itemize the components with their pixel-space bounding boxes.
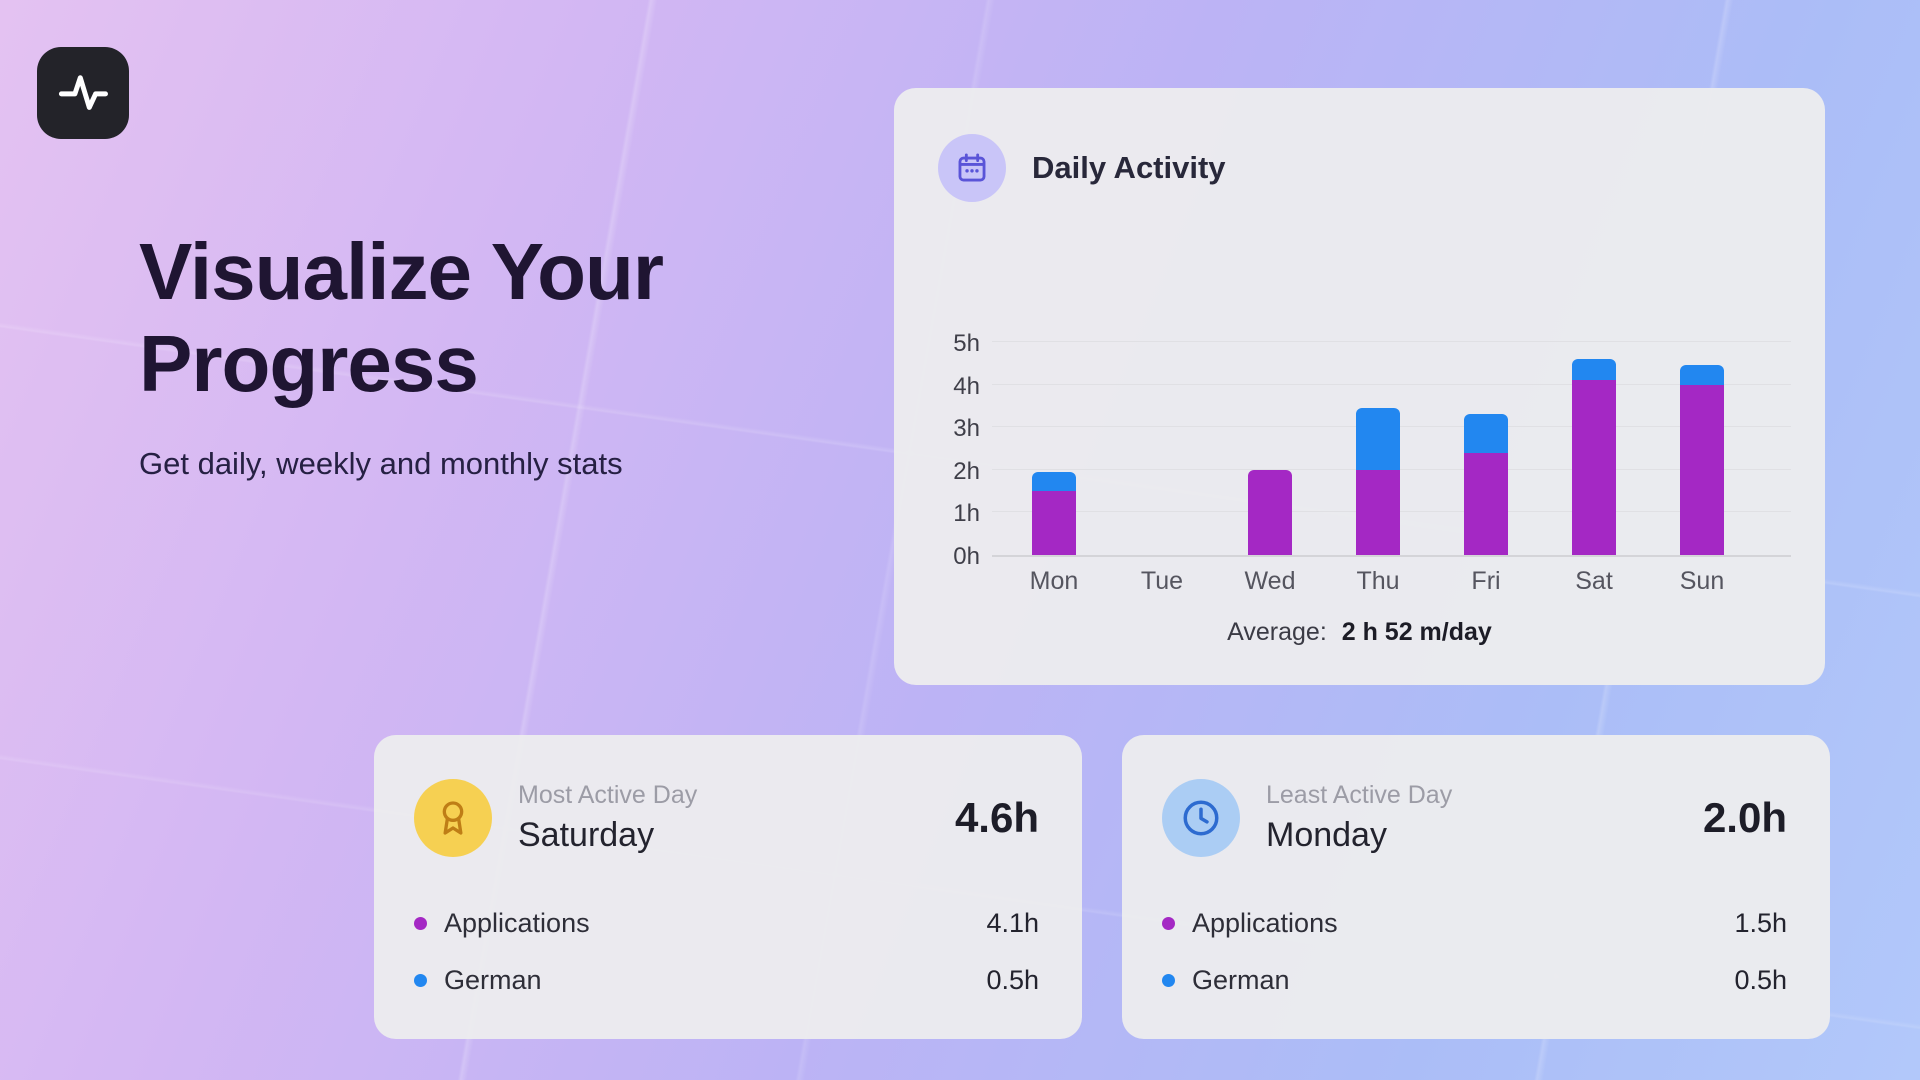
x-tick-label: Fri	[1471, 567, 1501, 595]
chart-bar-slot	[1648, 344, 1756, 555]
row-value-applications: 1.5h	[1734, 908, 1787, 938]
bar-segment-applications	[1572, 380, 1616, 555]
german-dot	[1162, 974, 1175, 987]
applications-dot	[1162, 917, 1175, 930]
x-tick-label: Sun	[1679, 567, 1725, 595]
row-label-german: German	[444, 965, 542, 995]
least-active-titles: Least Active Day Monday	[1266, 781, 1452, 855]
bar-segment-applications	[1248, 469, 1292, 555]
row-value-applications: 4.1h	[986, 908, 1039, 938]
calendar-icon-glyph	[958, 153, 986, 182]
bar-segment-german	[1356, 408, 1400, 470]
german-dot	[414, 974, 427, 987]
row-value-german: 0.5h	[986, 965, 1039, 995]
x-tick-label: Mon	[1029, 567, 1079, 595]
most-active-label: Most Active Day	[518, 781, 698, 809]
least-active-total: 2.0h	[1702, 794, 1787, 841]
most-active-day: Saturday	[518, 816, 655, 854]
y-tick-label: 3h	[953, 415, 980, 443]
least-active-label: Least Active Day	[1266, 781, 1453, 809]
page-title-line2: Progress	[139, 319, 479, 408]
x-tick-label: Tue	[1140, 567, 1184, 595]
daily-activity-header: Daily Activity	[938, 134, 1226, 202]
least-active-day: Monday	[1266, 816, 1387, 854]
daily-activity-card: Daily Activity 0h 1h 2h 3h 4h 5h Mon Tue Wed Thu…	[894, 88, 1825, 685]
page-title: Visualize Your Progress	[139, 226, 899, 410]
chart-bar	[1248, 469, 1292, 555]
chart-bar	[1356, 408, 1400, 555]
x-tick-label: Sat	[1575, 567, 1613, 595]
y-tick-label: 1h	[953, 500, 980, 528]
chart-bar	[1032, 471, 1076, 555]
least-active-rows: Applications 1.5h German 0.5h	[1162, 895, 1787, 1009]
y-tick-label: 4h	[953, 372, 980, 400]
x-tick-label: Thu	[1356, 567, 1400, 595]
row-value-german: 0.5h	[1734, 965, 1787, 995]
average-label: Average:	[1227, 618, 1327, 646]
chart-bar-slot	[1000, 344, 1108, 555]
chart-bar-slot	[1108, 344, 1216, 555]
bar-segment-applications	[1032, 491, 1076, 555]
x-tick-label: Wed	[1244, 567, 1296, 595]
most-active-header: Most Active Day Saturday 4.6h	[414, 779, 1039, 857]
chart-bar-slot	[1324, 344, 1432, 555]
legend-row-applications: Applications 1.5h	[1162, 895, 1787, 952]
y-tick-label: 0h	[953, 543, 980, 570]
bar-segment-german	[1032, 471, 1076, 492]
page-title-line1: Visualize Your	[139, 227, 664, 316]
daily-activity-title: Daily Activity	[1032, 150, 1226, 185]
average-line: Average: 2 h 52 m/day	[894, 618, 1825, 647]
hero-section: Visualize Your Progress Get daily, weekl…	[139, 226, 899, 482]
legend-row-german: German 0.5h	[1162, 952, 1787, 1009]
bar-segment-german	[1680, 365, 1724, 385]
chart-x-axis: Mon Tue Wed Thu Fri Sat Sun	[992, 567, 1791, 596]
applications-dot	[414, 917, 427, 930]
chart-bar	[1464, 414, 1508, 555]
app-logo	[37, 47, 129, 139]
least-active-day-card: Least Active Day Monday 2.0h Application…	[1122, 735, 1830, 1039]
most-active-rows: Applications 4.1h German 0.5h	[414, 895, 1039, 1009]
average-value: 2 h 52 m/day	[1341, 618, 1492, 646]
chart-plot	[992, 341, 1791, 557]
chart-bar	[1680, 365, 1724, 555]
row-label-applications: Applications	[1192, 908, 1338, 938]
y-tick-label: 2h	[953, 457, 980, 485]
chart-bar	[1572, 359, 1616, 555]
legend-row-applications: Applications 4.1h	[414, 895, 1039, 952]
clock-icon-glyph	[1183, 800, 1219, 836]
chart-bar-slot	[1540, 344, 1648, 555]
bar-segment-german	[1464, 414, 1508, 453]
y-tick-label: 5h	[953, 330, 980, 357]
least-active-header: Least Active Day Monday 2.0h	[1162, 779, 1787, 857]
clock-icon	[1162, 779, 1240, 857]
gridline	[992, 383, 1791, 385]
chart-plot-column: Mon Tue Wed Thu Fri Sat Sun	[992, 341, 1791, 596]
pulse-icon	[58, 75, 108, 110]
chart-bar-slot	[1216, 344, 1324, 555]
bar-segment-applications	[1464, 452, 1508, 555]
medal-icon	[414, 779, 492, 857]
most-active-titles: Most Active Day Saturday	[518, 781, 697, 855]
page-subtitle: Get daily, weekly and monthly stats	[139, 446, 623, 481]
most-active-total: 4.6h	[954, 794, 1039, 841]
row-label-applications: Applications	[444, 908, 590, 938]
row-label-german: German	[1192, 965, 1290, 995]
medal-icon-glyph	[442, 801, 464, 835]
bar-segment-applications	[1356, 469, 1400, 555]
legend-row-german: German 0.5h	[414, 952, 1039, 1009]
chart-y-axis: 0h 1h 2h 3h 4h 5h	[928, 330, 992, 570]
bar-segment-german	[1572, 359, 1616, 381]
calendar-icon	[938, 134, 1006, 202]
daily-activity-chart: 0h 1h 2h 3h 4h 5h Mon Tue Wed Thu Fri Sat Sun	[928, 330, 1791, 596]
most-active-day-card: Most Active Day Saturday 4.6h Applicatio…	[374, 735, 1082, 1039]
chart-bar-slot	[1432, 344, 1540, 555]
gridline	[992, 341, 1791, 342]
bar-segment-applications	[1680, 384, 1724, 555]
